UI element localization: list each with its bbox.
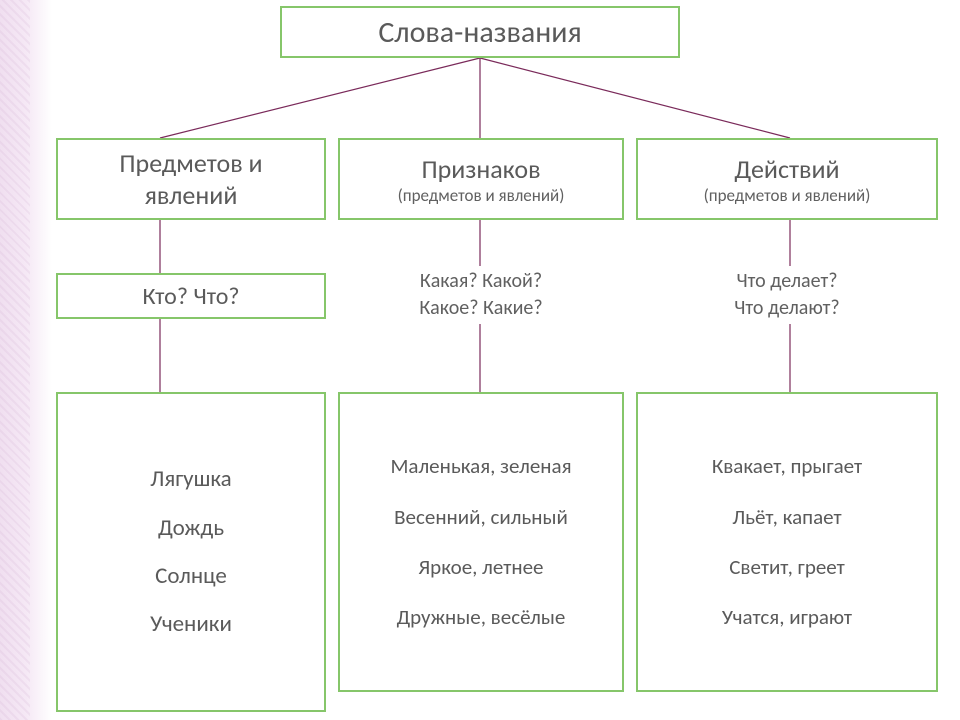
question-objects: Кто? Что? [56,273,326,319]
question-objects-text: Кто? Что? [143,282,240,311]
category-objects: Предметов и явлений [56,138,326,220]
example-item: Квакает, прыгает [638,441,936,491]
example-item: Льёт, капает [638,492,936,542]
example-item: Лягушка [58,455,324,503]
example-item: Дружные, весёлые [340,592,622,642]
question-actions-line2: Что делают? [734,295,839,322]
category-attributes: Признаков (предметов и явлений) [338,138,624,220]
example-item: Маленькая, зеленая [340,441,622,491]
question-attributes-line1: Какая? Какой? [420,268,542,295]
example-item: Солнце [58,552,324,600]
question-actions: Что делает? Что делают? [636,264,938,326]
examples-attributes: Маленькая, зеленая Весенний, сильный Ярк… [338,392,624,692]
category-actions: Действий (предметов и явлений) [636,138,938,220]
example-item: Ученики [58,600,324,648]
decorative-sidebar [0,0,52,720]
category-actions-note: (предметов и явлений) [704,185,871,206]
root-label: Слова-названия [378,14,581,51]
example-item: Дождь [58,504,324,552]
category-objects-line1: Предметов и [119,147,262,179]
root-node: Слова-названия [280,6,680,58]
example-item: Весенний, сильный [340,492,622,542]
example-item: Яркое, летнее [340,542,622,592]
category-objects-line2: явлений [145,179,238,211]
category-actions-line1: Действий [734,153,839,185]
examples-actions: Квакает, прыгает Льёт, капает Светит, гр… [636,392,938,692]
question-attributes: Какая? Какой? Какое? Какие? [338,264,624,326]
example-item: Светит, греет [638,542,936,592]
question-attributes-line2: Какое? Какие? [419,295,542,322]
category-attributes-line1: Признаков [421,153,540,185]
category-attributes-note: (предметов и явлений) [398,185,565,206]
examples-objects: Лягушка Дождь Солнце Ученики [56,392,326,712]
example-item: Учатся, играют [638,592,936,642]
question-actions-line1: Что делает? [737,268,838,295]
